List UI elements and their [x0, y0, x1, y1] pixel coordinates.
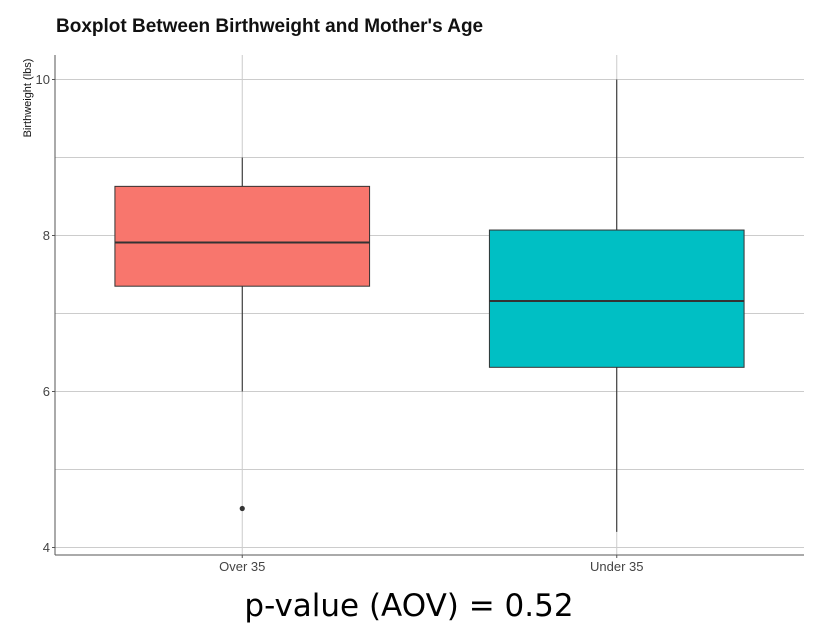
- y-tick-label: 10: [36, 72, 50, 87]
- outlier-point: [239, 505, 245, 512]
- y-tick-label: 6: [43, 384, 50, 399]
- x-tick-label: Under 35: [590, 559, 643, 574]
- boxes: [114, 79, 745, 532]
- x-tick-label: Over 35: [219, 559, 265, 574]
- box-under-35: [488, 229, 745, 368]
- boxplot-chart: 4 6 8 10 Over 35 Under 35: [36, 55, 804, 574]
- axes: 4 6 8 10 Over 35 Under 35: [36, 55, 804, 574]
- chart-title: Boxplot Between Birthweight and Mother's…: [56, 16, 484, 37]
- y-tick-label: 4: [43, 540, 50, 555]
- y-tick-label: 8: [43, 228, 50, 243]
- p-value-caption: p-value (AOV) = 0.52: [244, 588, 574, 624]
- box-over-35: [114, 185, 371, 287]
